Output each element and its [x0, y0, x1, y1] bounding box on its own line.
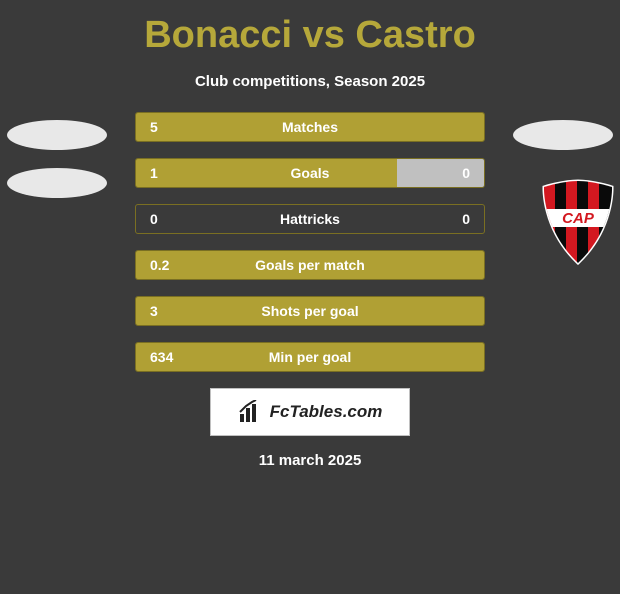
stat-value-right: 0	[462, 211, 470, 227]
stat-row: 634 Min per goal	[135, 342, 485, 372]
stat-row: 0 Hattricks 0	[135, 204, 485, 234]
stat-row: 1 Goals 0	[135, 158, 485, 188]
brand-text: FcTables.com	[270, 402, 383, 422]
stat-label: Min per goal	[269, 349, 351, 365]
stat-value-left: 0.2	[150, 257, 169, 273]
brand-box: FcTables.com	[210, 388, 410, 436]
player-badge-left	[2, 112, 112, 172]
stat-value-left: 0	[150, 211, 158, 227]
avatar-placeholder	[7, 120, 107, 150]
stat-label: Hattricks	[280, 211, 340, 227]
stat-label: Goals per match	[255, 257, 365, 273]
club-logo-right: CAP	[528, 172, 620, 272]
stat-row: 3 Shots per goal	[135, 296, 485, 326]
chart-icon	[238, 400, 262, 424]
player-badge-right	[508, 112, 618, 172]
page-subtitle: Club competitions, Season 2025	[0, 73, 620, 90]
stat-value-left: 634	[150, 349, 173, 365]
stat-row: 0.2 Goals per match	[135, 250, 485, 280]
stat-value-left: 1	[150, 165, 158, 181]
stat-value-right: 0	[462, 165, 470, 181]
avatar-placeholder	[7, 168, 107, 198]
stat-label: Shots per goal	[261, 303, 358, 319]
footer-date: 11 march 2025	[0, 452, 620, 469]
stat-bar-left	[136, 159, 397, 187]
stat-value-left: 3	[150, 303, 158, 319]
stat-value-left: 5	[150, 119, 158, 135]
stat-bar-right	[397, 159, 484, 187]
club-logo-label: CAP	[562, 210, 595, 227]
stats-rows: 5 Matches 1 Goals 0 0 Hattricks 0 0.2 Goals per m…	[135, 112, 485, 372]
stat-label: Goals	[291, 165, 330, 181]
stat-row: 5 Matches	[135, 112, 485, 142]
chart-area: CAP 5 Matches 1 Goals 0 0 Hattricks 0 0.2 Goals p…	[0, 112, 620, 372]
avatar-placeholder	[513, 120, 613, 150]
page-title: Bonacci vs Castro	[0, 14, 620, 57]
stat-label: Matches	[282, 119, 338, 135]
club-shield-icon: CAP	[538, 179, 618, 265]
